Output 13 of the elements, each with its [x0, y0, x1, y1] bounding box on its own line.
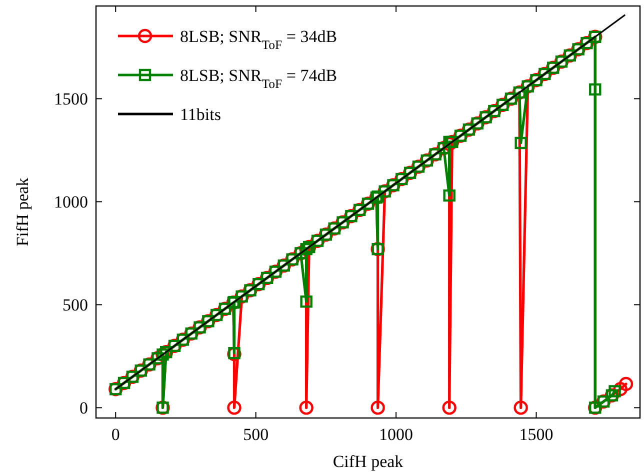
- y-tick-label: 1000: [54, 192, 88, 212]
- x-tick-label: 1500: [519, 425, 554, 444]
- legend-label: 8LSB; SNR$_{ToF}$ = 74dB: [180, 66, 338, 91]
- y-tick-label: 0: [80, 398, 88, 418]
- y-tick-label: 500: [62, 296, 88, 315]
- legend-label: 8LSB; SNR$_{ToF}$ = 34dB: [180, 27, 338, 52]
- x-axis-title: CifH peak: [332, 452, 404, 471]
- legend-label: 11bits: [180, 105, 221, 124]
- y-tick-label: 1500: [54, 90, 88, 109]
- x-tick-label: 500: [243, 425, 269, 444]
- x-tick-label: 1000: [379, 425, 414, 444]
- y-axis-title: FifH peak: [13, 177, 32, 246]
- x-tick-label: 0: [111, 425, 120, 444]
